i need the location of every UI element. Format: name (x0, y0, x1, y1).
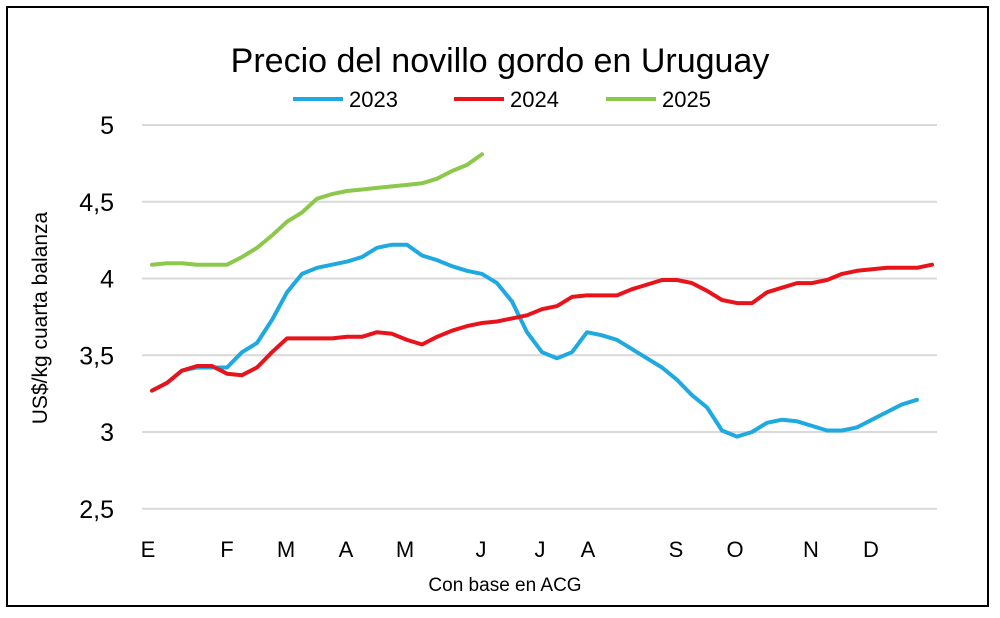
series-line-2023 (150, 242, 919, 439)
y-tick-label: 2,5 (79, 496, 114, 524)
y-tick-label: 5 (100, 112, 114, 140)
series-line-2024 (150, 262, 934, 393)
y-tick-label: 3 (100, 419, 114, 447)
legend-label-2025: 2025 (662, 87, 711, 112)
x-tick-label: O (726, 537, 743, 562)
series-line-2025 (150, 152, 484, 267)
chart-frame (6, 6, 989, 607)
x-tick-label: F (220, 537, 233, 562)
x-tick-label: J (476, 537, 487, 562)
x-tick-label: E (141, 537, 156, 562)
x-tick-label: N (803, 537, 819, 562)
legend-label-2024: 2024 (510, 87, 559, 112)
x-tick-label: A (581, 537, 596, 562)
y-tick-label: 4 (100, 266, 114, 294)
x-tick-label: J (535, 537, 546, 562)
x-tick-label: D (863, 537, 879, 562)
x-tick-label: M (277, 537, 295, 562)
y-tick-label: 3,5 (79, 342, 114, 370)
y-axis-label: US$/kg cuarta balanza (29, 211, 52, 424)
x-tick-label: S (669, 537, 684, 562)
chart-title: Precio del novillo gordo en Uruguay (231, 42, 770, 80)
x-tick-label: M (396, 537, 414, 562)
x-tick-label: A (339, 537, 354, 562)
legend-label-2023: 2023 (349, 87, 398, 112)
x-axis-label: Con base en ACG (428, 575, 581, 596)
y-tick-label: 4,5 (79, 189, 114, 217)
